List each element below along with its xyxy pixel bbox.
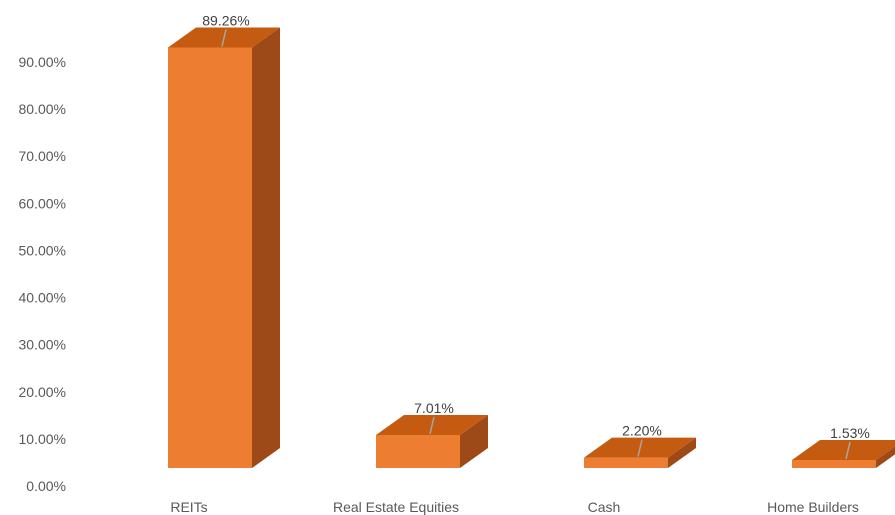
bar-home-builders bbox=[792, 440, 895, 468]
data-label: 89.26% bbox=[202, 12, 249, 28]
y-tick-label: 50.00% bbox=[19, 242, 66, 258]
bar-side bbox=[668, 437, 696, 468]
bar-side bbox=[252, 27, 280, 469]
x-category-label: REITs bbox=[170, 499, 207, 515]
y-tick-label: 30.00% bbox=[19, 337, 66, 353]
data-labels: 89.26% 7.01% 2.20% 1.53% bbox=[202, 12, 870, 460]
bars bbox=[168, 27, 895, 469]
y-tick-label: 20.00% bbox=[19, 384, 66, 400]
data-label-leader bbox=[429, 416, 435, 435]
bar-side bbox=[876, 446, 895, 468]
y-tick-label: 10.00% bbox=[19, 431, 66, 447]
bar-real-estate-equities bbox=[376, 414, 488, 468]
data-label-leader bbox=[845, 441, 851, 460]
x-category-label: Cash bbox=[588, 499, 621, 515]
x-category-label: Home Builders bbox=[767, 499, 859, 515]
x-category-label: Real Estate Equities bbox=[333, 499, 459, 515]
bar-cash bbox=[584, 437, 696, 468]
bar-front bbox=[168, 47, 252, 469]
bar-top bbox=[792, 440, 895, 460]
y-tick-label: 0.00% bbox=[26, 478, 66, 494]
data-label-leader bbox=[221, 29, 227, 47]
bar-front bbox=[792, 460, 876, 468]
data-label: 1.53% bbox=[830, 425, 870, 441]
x-axis: REITs Real Estate Equities Cash Home Builde… bbox=[170, 499, 859, 515]
y-tick-label: 80.00% bbox=[19, 101, 66, 117]
bar-front bbox=[376, 434, 460, 468]
y-tick-label: 90.00% bbox=[19, 54, 66, 70]
bar-side bbox=[460, 414, 488, 468]
bar-front bbox=[584, 457, 668, 468]
y-tick-label: 70.00% bbox=[19, 148, 66, 164]
data-label-leader bbox=[637, 439, 643, 457]
y-axis: 0.00% 10.00% 20.00% 30.00% 40.00% 50.00% 60.00… bbox=[19, 54, 66, 494]
data-label: 2.20% bbox=[622, 423, 662, 439]
y-tick-label: 40.00% bbox=[19, 290, 66, 306]
bar-reits bbox=[168, 27, 280, 469]
y-tick-label: 60.00% bbox=[19, 195, 66, 211]
data-label: 7.01% bbox=[414, 400, 454, 416]
